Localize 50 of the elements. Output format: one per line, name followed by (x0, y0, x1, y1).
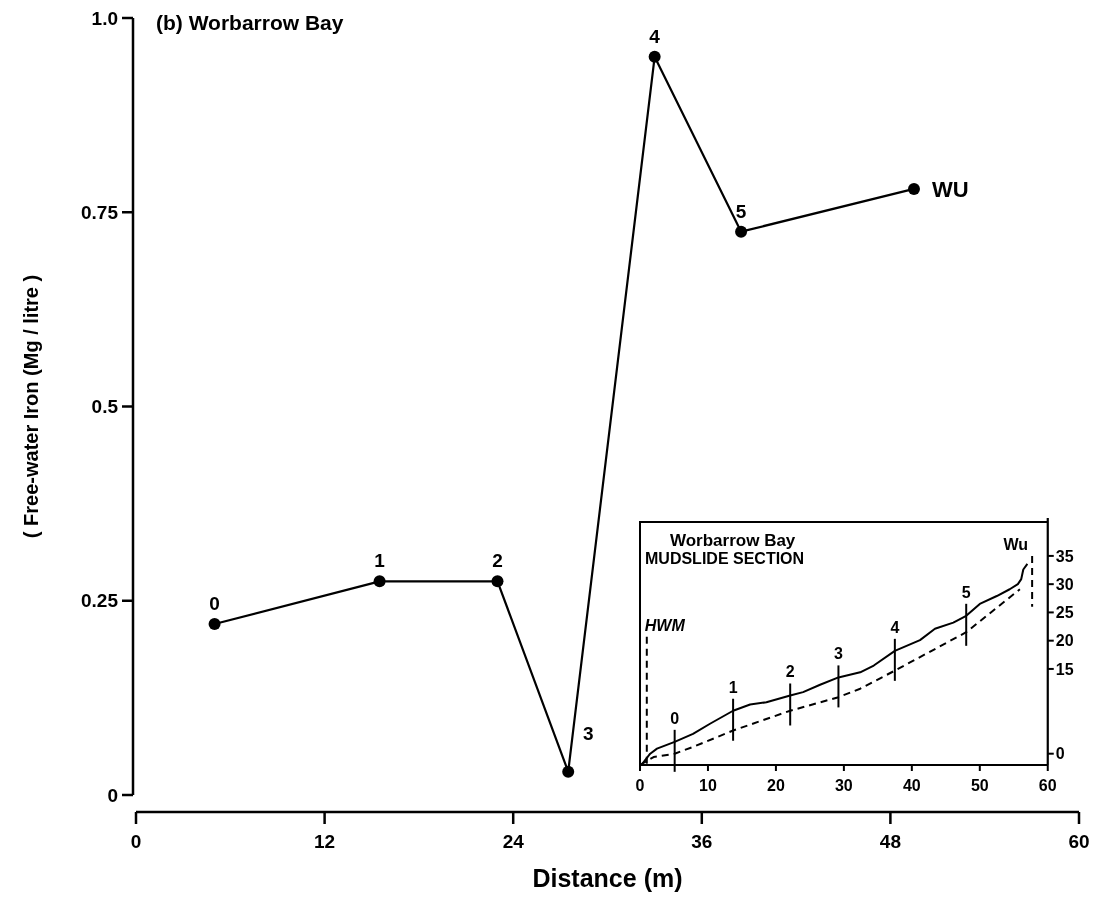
x-tick-label: 10 (699, 777, 717, 794)
annotation: 4 (649, 25, 661, 47)
x-tick-label: 12 (314, 831, 336, 852)
y-tick-label: 15 (1055, 660, 1074, 678)
annotation: 0 (670, 709, 680, 727)
point (907, 182, 920, 195)
annotation: WU (931, 176, 969, 202)
x-tick-label: 40 (902, 777, 921, 794)
x-tick-label: 48 (879, 831, 901, 852)
text: Worbarrow Bay (670, 531, 796, 550)
ref-line-label: Wu (1003, 535, 1029, 553)
text: MUDSLIDE SECTION (645, 550, 805, 567)
point (208, 618, 221, 631)
y-tick-label: 0.75 (81, 201, 119, 223)
y-tick-label: 30 (1055, 575, 1074, 593)
y-tick-label: 35 (1055, 547, 1074, 565)
x-tick-label: 50 (970, 777, 989, 794)
y-tick-label: 0.25 (81, 590, 119, 612)
x-tick-label: 0 (635, 777, 645, 794)
point (373, 575, 386, 588)
y-tick-label: 1.0 (91, 7, 118, 29)
ref-line-label: HWM (644, 616, 686, 634)
annotation: 1 (728, 678, 738, 696)
annotation: 1 (374, 550, 386, 572)
y-tick-label: 20 (1055, 632, 1074, 650)
x-tick-label: 24 (502, 831, 525, 852)
y-tick-label: 0.5 (91, 396, 119, 418)
annotation: 2 (492, 550, 503, 572)
y-tick-label: 0 (1055, 745, 1065, 763)
x-tick-label: 30 (834, 777, 853, 794)
point (491, 575, 504, 588)
x-tick-label: 20 (767, 777, 785, 794)
y-axis-title: ( Free-water Iron (Mg / litre ) (20, 274, 42, 539)
x-axis-title: Distance (m) (532, 864, 683, 892)
annotation: 3 (833, 645, 843, 663)
x-tick-label: 60 (1068, 831, 1090, 852)
annotation: 0 (209, 593, 220, 615)
point (562, 765, 575, 778)
annotation: 5 (961, 583, 971, 601)
annotation: 2 (785, 663, 795, 681)
x-tick-label: 60 (1038, 777, 1057, 794)
y-tick-label: 25 (1055, 604, 1074, 622)
annotation: 4 (890, 618, 900, 636)
x-tick-label: 36 (691, 831, 713, 852)
annotation: 3 (582, 722, 594, 744)
point (735, 225, 748, 238)
chart-title: (b) Worbarrow Bay (156, 11, 344, 34)
x-tick-label: 0 (130, 831, 142, 852)
point (648, 50, 661, 63)
annotation: 5 (735, 200, 747, 222)
